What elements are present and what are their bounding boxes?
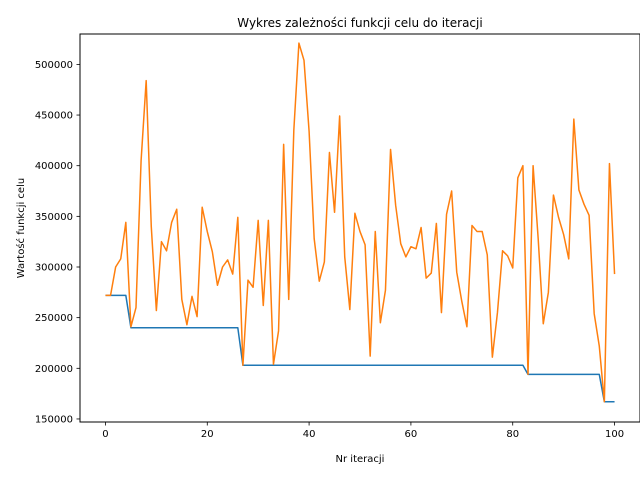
x-tick-label: 100 (605, 429, 624, 440)
x-tick-label: 80 (506, 429, 519, 440)
x-axis-ticks: 0 20 40 60 80 100 (102, 422, 624, 440)
x-tick-label: 60 (405, 429, 418, 440)
x-tick-label: 20 (201, 429, 214, 440)
y-axis-ticks: 150000 200000 250000 300000 350000 400000 4500… (35, 60, 80, 425)
y-tick-label: 250000 (35, 313, 73, 324)
y-axis-label: Wartość funkcji celu (15, 178, 27, 278)
plot-lines (105, 42, 616, 403)
x-tick-label: 40 (303, 429, 316, 440)
y-tick-label: 300000 (35, 263, 73, 274)
y-tick-label: 150000 (35, 414, 73, 425)
y-tick-label: 400000 (35, 161, 73, 172)
plot-area-frame (79, 33, 640, 423)
x-axis-label: Nr iteracji (336, 454, 385, 465)
series-line-2 (105, 42, 616, 403)
series-line-1 (105, 294, 615, 403)
y-tick-label: 500000 (35, 60, 73, 71)
y-tick-label: 450000 (35, 111, 73, 122)
x-tick-label: 0 (102, 429, 108, 440)
y-tick-label: 350000 (35, 212, 73, 223)
chart-title: Wykres zależności funkcji celu do iterac… (237, 16, 482, 30)
y-tick-label: 200000 (35, 364, 73, 375)
